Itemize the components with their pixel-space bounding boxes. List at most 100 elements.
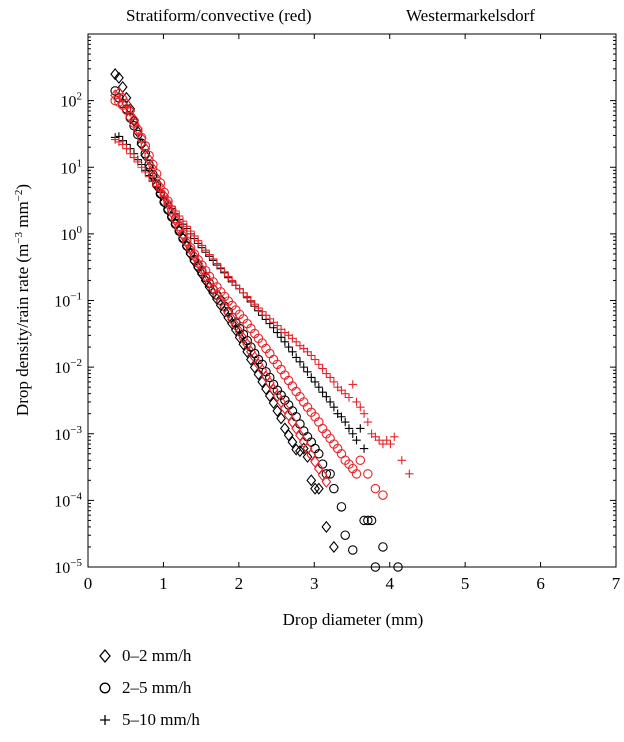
data-point <box>114 71 124 84</box>
data-point <box>303 347 312 356</box>
data-point <box>227 276 237 285</box>
data-point <box>405 469 414 479</box>
data-point <box>295 429 305 442</box>
data-point <box>363 515 373 526</box>
data-point <box>220 267 229 276</box>
scatter-chart: 0 1 2 3 4 5 6 7 10−5 10−4 10−3 10−2 10−1 100 101 102 Dr… <box>13 33 621 629</box>
data-point <box>288 347 297 356</box>
data-point <box>110 68 121 81</box>
y-tick-label: 10−5 <box>54 557 82 577</box>
data-point <box>287 435 298 449</box>
data-point <box>336 502 347 512</box>
data-point <box>328 540 339 554</box>
data-point <box>254 303 263 313</box>
legend-label: 5–10 mm/h <box>122 710 200 729</box>
data-point <box>122 144 131 153</box>
data-point <box>235 284 244 293</box>
data-point <box>279 402 290 415</box>
data-point <box>253 368 264 381</box>
data-point <box>344 393 354 402</box>
data-point <box>359 444 369 453</box>
x-tick-label: 1 <box>159 574 168 593</box>
data-point <box>378 439 388 449</box>
y-axis-label-exp2: −2 <box>13 190 25 202</box>
y-tick-label: 10−3 <box>54 424 82 444</box>
data-point <box>242 345 253 358</box>
data-point <box>284 342 293 352</box>
data-point <box>197 241 207 250</box>
data-point <box>314 360 324 369</box>
data-point <box>310 482 320 495</box>
data-point <box>224 272 233 281</box>
data-point <box>129 113 139 126</box>
legend-label: 2–5 mm/h <box>122 678 192 697</box>
data-point <box>325 397 335 407</box>
data-point <box>382 436 391 445</box>
circle-marker-icon <box>99 682 111 694</box>
data-point <box>298 442 309 455</box>
data-point <box>329 483 339 494</box>
data-point <box>307 351 316 360</box>
data-point <box>216 263 225 272</box>
data-point <box>310 455 320 468</box>
data-point <box>250 299 259 309</box>
data-point <box>231 280 241 290</box>
data-point <box>351 469 362 479</box>
data-point <box>261 311 271 320</box>
y-axis-label-main: Drop density/rain rate (m <box>13 244 32 416</box>
axes: 0 1 2 3 4 5 6 7 10−5 10−4 10−3 10−2 10−1 100 101 102 <box>54 33 621 593</box>
data-point <box>341 417 350 427</box>
data-point <box>325 373 335 382</box>
y-axis-label-mid: mm <box>13 201 32 232</box>
data-point <box>141 167 150 177</box>
data-point <box>205 250 214 259</box>
data-point <box>201 245 210 255</box>
data-point <box>140 141 151 151</box>
plus-marker-icon <box>100 715 110 725</box>
x-tick-label: 0 <box>84 574 93 593</box>
data-point <box>321 469 332 479</box>
x-tick-label: 6 <box>536 574 545 593</box>
data-point <box>148 159 158 170</box>
y-tick-label: 10−1 <box>54 291 82 311</box>
chart-title-right: Westermarkelsdorf <box>406 6 535 25</box>
data-point <box>340 530 350 540</box>
data-point <box>246 296 256 305</box>
data-point <box>249 351 260 364</box>
data-point <box>356 424 365 433</box>
data-point <box>182 222 192 231</box>
chart-title-left: Stratiform/convective (red) <box>126 6 312 25</box>
data-point <box>159 191 169 201</box>
data-point <box>258 307 267 316</box>
data-point <box>291 422 302 435</box>
data-point <box>279 422 290 435</box>
data-point <box>156 186 165 196</box>
data-point <box>378 542 388 552</box>
data-point <box>321 475 332 488</box>
data-point <box>306 474 317 487</box>
data-point <box>144 172 154 181</box>
legend-item: 5–10 mm/h <box>98 710 298 742</box>
data-point <box>234 325 245 338</box>
data-point <box>288 334 297 343</box>
data-point <box>393 562 403 572</box>
data-point <box>291 337 301 346</box>
y-axis-label-end: ) <box>13 184 32 190</box>
data-point <box>276 333 286 342</box>
data-point <box>137 163 146 172</box>
data-point <box>344 424 354 433</box>
data-point <box>144 150 154 161</box>
data-point <box>329 403 339 412</box>
data-point <box>151 168 162 179</box>
data-point <box>178 229 188 239</box>
data-point <box>371 432 380 441</box>
data-point <box>163 196 173 206</box>
data-point <box>363 469 373 479</box>
data-point <box>133 157 142 167</box>
x-tick-label: 5 <box>461 574 470 593</box>
data-point <box>295 444 305 458</box>
data-point <box>317 468 328 482</box>
data-point <box>352 397 361 407</box>
y-tick-label: 100 <box>61 224 83 244</box>
data-point <box>366 515 377 526</box>
